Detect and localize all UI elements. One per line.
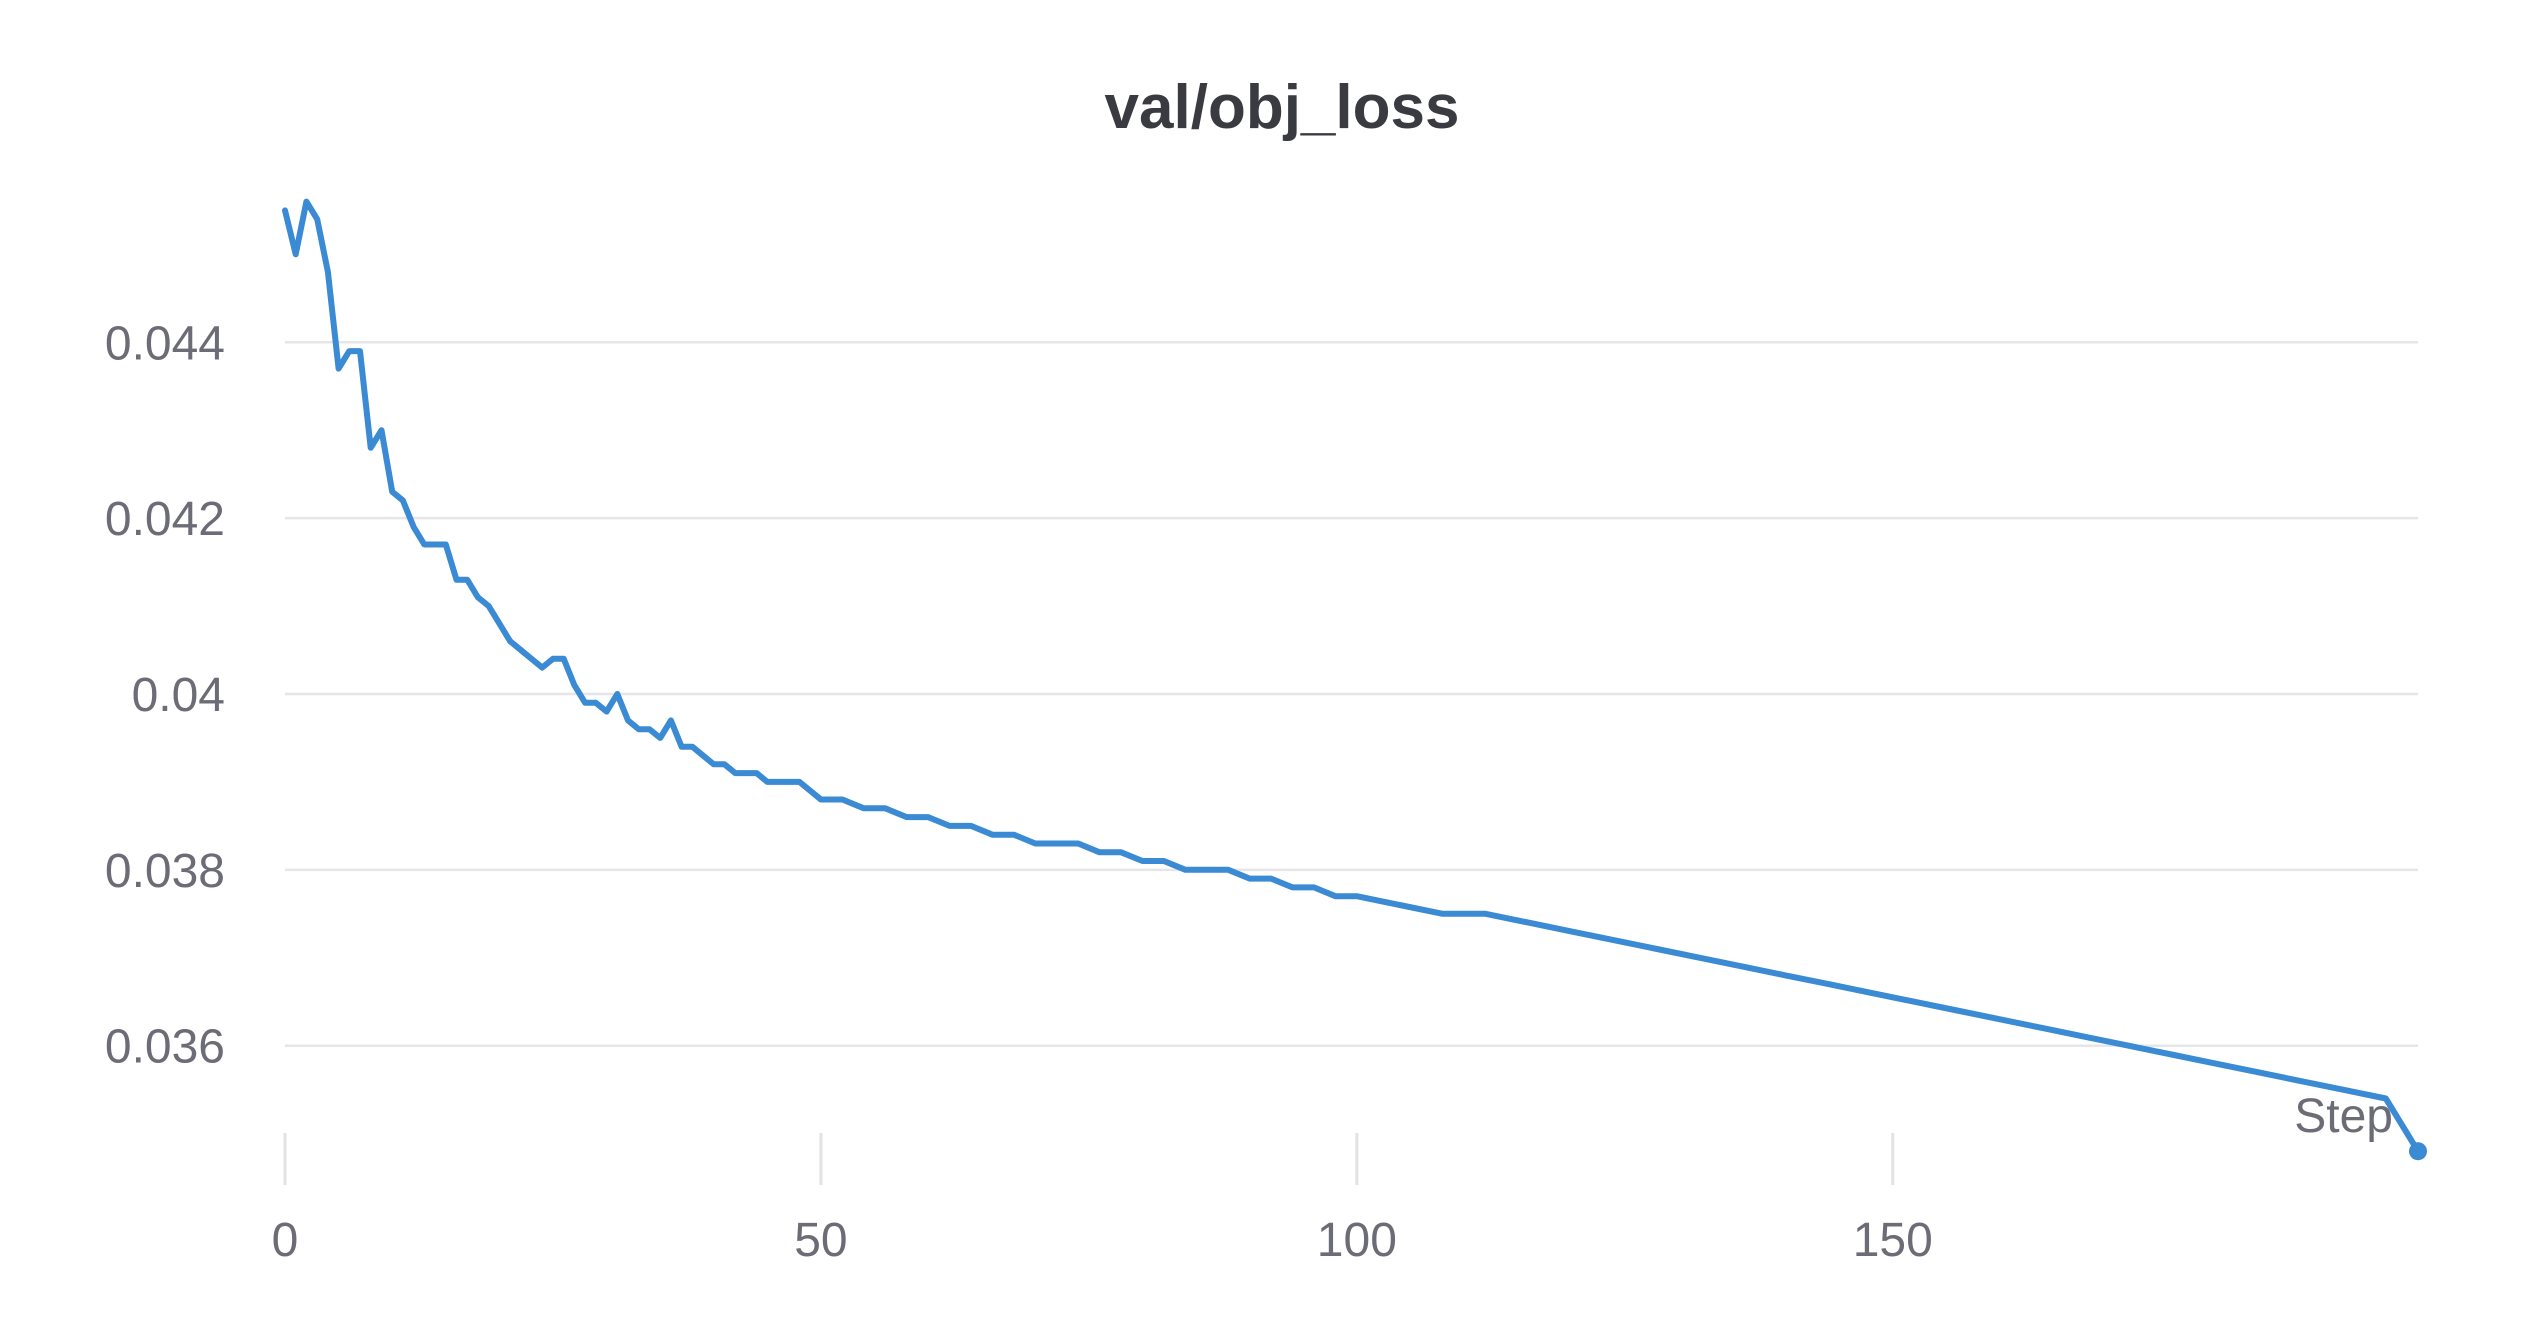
grid-lines xyxy=(285,341,2418,1047)
x-tick-label: 100 xyxy=(1317,1214,1397,1267)
x-axis: 0 50 100 150 xyxy=(272,1133,1933,1267)
chart-title: val/obj_loss xyxy=(1105,73,1460,142)
x-axis-label: Step xyxy=(2294,1090,2393,1143)
y-tick-label: 0.038 xyxy=(105,845,225,898)
series-line xyxy=(282,198,2421,1155)
x-tick-label: 150 xyxy=(1853,1214,1933,1267)
y-tick-label: 0.044 xyxy=(105,317,225,370)
x-tick-label: 50 xyxy=(794,1214,847,1267)
y-tick-label: 0.042 xyxy=(105,493,225,546)
y-tick-label: 0.036 xyxy=(105,1021,225,1074)
series-layer xyxy=(282,198,2427,1161)
last-point-marker xyxy=(2409,1142,2427,1161)
y-axis: 0.036 0.038 0.04 0.042 0.044 xyxy=(105,317,225,1073)
x-tick-label: 0 xyxy=(272,1214,299,1267)
y-tick-label: 0.04 xyxy=(132,669,225,722)
